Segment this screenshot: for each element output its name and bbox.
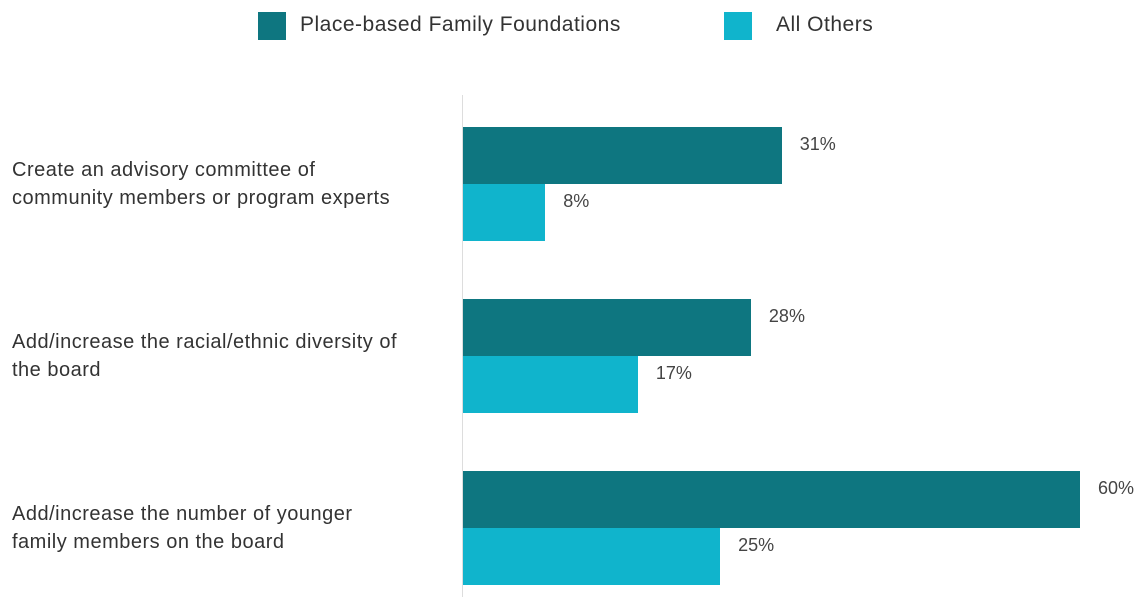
value-label: 28% bbox=[768, 305, 805, 326]
value-label: 60% bbox=[1098, 477, 1135, 498]
category-label: Add/increase the number of younger famil… bbox=[12, 503, 353, 553]
legend-label: Place-based Family Foundations bbox=[300, 13, 621, 36]
value-label: 31% bbox=[799, 133, 836, 154]
bar bbox=[463, 127, 782, 184]
bar bbox=[463, 184, 546, 241]
legend-swatch bbox=[724, 12, 752, 40]
bar bbox=[463, 471, 1080, 528]
bar bbox=[463, 299, 751, 356]
axis-line bbox=[462, 95, 463, 597]
value-label: 25% bbox=[738, 534, 775, 555]
category-label: Create an advisory committee of communit… bbox=[12, 159, 391, 209]
legend-label: All Others bbox=[776, 13, 874, 36]
legend-swatch bbox=[258, 12, 286, 40]
bar bbox=[463, 356, 638, 413]
category-label: Add/increase the racial/ethnic diversity… bbox=[12, 331, 398, 381]
value-label: 8% bbox=[563, 190, 590, 211]
value-label: 17% bbox=[655, 362, 692, 383]
bar bbox=[463, 528, 721, 585]
